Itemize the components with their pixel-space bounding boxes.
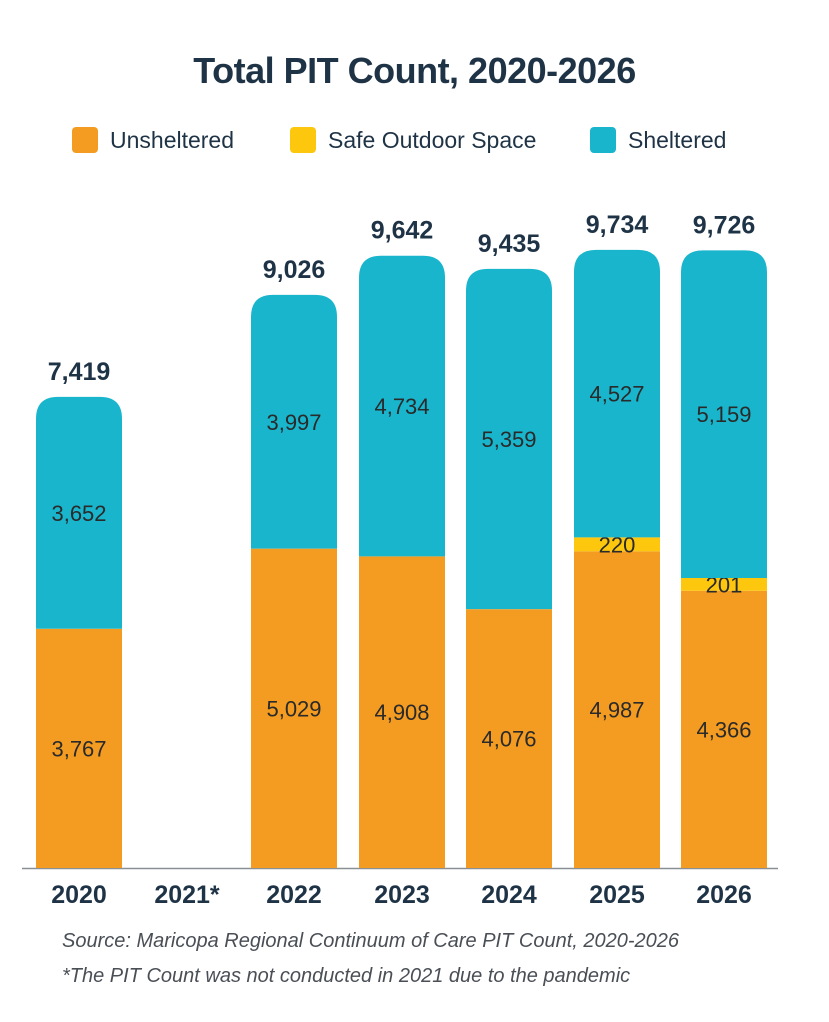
total-label-2023: 9,642 (371, 217, 434, 245)
data-label-sheltered-2026: 5,159 (696, 402, 751, 427)
x-tick-label-2025: 2025 (589, 881, 645, 909)
bar-unsheltered-2025 (574, 551, 660, 868)
bar-unsheltered-2023 (359, 556, 445, 868)
data-label-sheltered-2025: 4,527 (589, 382, 644, 407)
bar-unsheltered-2024 (466, 609, 552, 868)
legend-item-unsheltered: Unsheltered (72, 120, 234, 160)
bar-sheltered-2025 (574, 249, 660, 538)
source-note: Source: Maricopa Regional Continuum of C… (62, 930, 680, 952)
bar-unsheltered-2022 (251, 548, 337, 868)
legend-swatch-unsheltered (72, 127, 98, 153)
legend-swatch-safe-outdoor-space (290, 127, 316, 153)
legend-label-sheltered: Sheltered (628, 126, 727, 153)
total-label-2025: 9,734 (586, 211, 649, 239)
data-label-unsheltered-2022: 5,029 (266, 696, 321, 721)
bar-safe-outdoor-space-2026 (681, 577, 767, 591)
bar-sheltered-2020 (36, 396, 122, 629)
pandemic-note: *The PIT Count was not conducted in 2021… (62, 965, 631, 987)
legend-label-safe-outdoor-space: Safe Outdoor Space (328, 126, 537, 153)
data-label-unsheltered-2023: 4,908 (374, 700, 429, 725)
legend-item-safe-outdoor-space: Safe Outdoor Space (290, 120, 536, 160)
total-label-2022: 9,026 (263, 256, 326, 284)
total-label-2020: 7,419 (48, 358, 111, 386)
legend-swatch-sheltered (590, 127, 616, 153)
x-tick-label-2021: 2021* (154, 881, 220, 909)
data-label-sheltered-2024: 5,359 (481, 427, 536, 452)
data-label-unsheltered-2026: 4,366 (696, 717, 751, 742)
total-label-2024: 9,435 (478, 230, 541, 258)
bar-unsheltered-2020 (36, 628, 122, 868)
bar-sheltered-2022 (251, 294, 337, 549)
total-label-2026: 9,726 (693, 211, 756, 239)
x-tick-label-2023: 2023 (374, 881, 430, 909)
bar-sheltered-2024 (466, 268, 552, 610)
legend-label-unsheltered: Unsheltered (110, 126, 235, 153)
bar-safe-outdoor-space-2025 (574, 537, 660, 552)
legend-item-sheltered: Sheltered (590, 120, 726, 160)
x-tick-label-2022: 2022 (266, 881, 322, 909)
data-label-unsheltered-2024: 4,076 (481, 727, 536, 752)
x-tick-label-2026: 2026 (696, 881, 752, 909)
bar-sheltered-2023 (359, 255, 445, 557)
x-tick-label-2024: 2024 (481, 881, 537, 909)
data-label-sheltered-2022: 3,997 (266, 410, 321, 435)
bar-unsheltered-2026 (681, 590, 767, 868)
data-label-sheltered-2023: 4,734 (374, 394, 429, 419)
x-tick-label-2020: 2020 (51, 881, 107, 909)
chart-title: Total PIT Count, 2020-2026 (193, 50, 636, 91)
bar-sheltered-2026 (681, 250, 767, 578)
legend: Unsheltered Safe Outdoor Space Sheltered (0, 120, 829, 160)
data-label-unsheltered-2025: 4,987 (589, 698, 644, 723)
data-label-unsheltered-2020: 3,767 (51, 736, 106, 761)
data-label-sheltered-2020: 3,652 (51, 501, 106, 526)
